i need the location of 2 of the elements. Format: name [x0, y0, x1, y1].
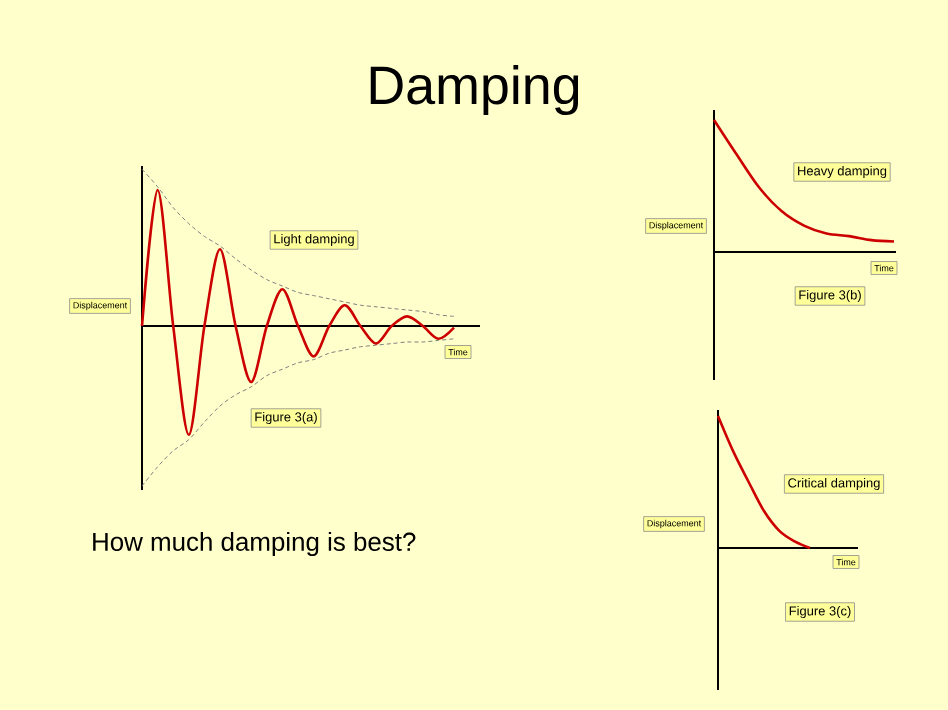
chart-title: Damping [370, 64, 579, 116]
text: How much damping is best? [93, 531, 416, 557]
